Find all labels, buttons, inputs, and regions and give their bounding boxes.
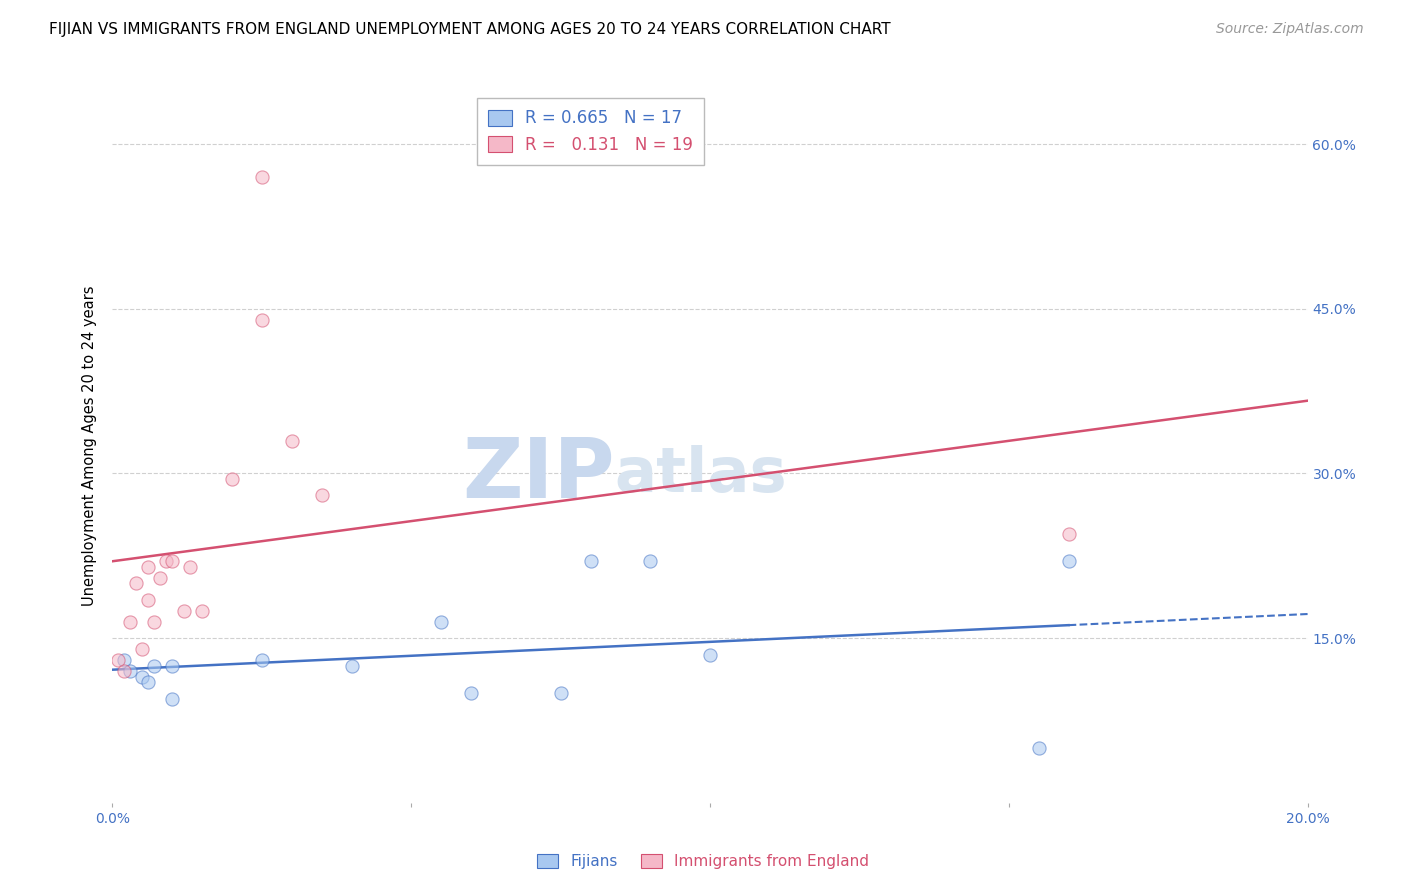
Point	[143, 658, 166, 673]
Point	[162, 658, 183, 673]
Point	[107, 653, 129, 667]
Point	[191, 604, 214, 618]
Point	[125, 576, 148, 591]
Point	[138, 675, 160, 690]
Legend: R = 0.665   N = 17, R =   0.131   N = 19: R = 0.665 N = 17, R = 0.131 N = 19	[477, 97, 704, 165]
Point	[550, 686, 572, 700]
Point	[699, 648, 721, 662]
Point	[1057, 554, 1080, 568]
Point	[138, 592, 160, 607]
Point	[250, 169, 273, 184]
Point	[281, 434, 304, 448]
Point	[162, 691, 183, 706]
Point	[114, 664, 135, 678]
Point	[149, 571, 172, 585]
Y-axis label: Unemployment Among Ages 20 to 24 years: Unemployment Among Ages 20 to 24 years	[82, 285, 97, 607]
Point	[120, 664, 142, 678]
Point	[162, 554, 183, 568]
Point	[173, 604, 195, 618]
Point	[114, 653, 135, 667]
Point	[131, 642, 153, 657]
Point	[250, 312, 273, 326]
Point	[579, 554, 602, 568]
Text: ZIP: ZIP	[463, 434, 614, 515]
Point	[460, 686, 482, 700]
Point	[340, 658, 363, 673]
Point	[138, 559, 160, 574]
Point	[250, 653, 273, 667]
Point	[221, 472, 243, 486]
Point	[131, 669, 153, 683]
Point	[120, 615, 142, 629]
Point	[143, 615, 166, 629]
Point	[640, 554, 662, 568]
Point	[1028, 740, 1050, 755]
Legend: Fijians, Immigrants from England: Fijians, Immigrants from England	[530, 847, 876, 875]
Point	[155, 554, 177, 568]
Text: Source: ZipAtlas.com: Source: ZipAtlas.com	[1216, 22, 1364, 37]
Point	[430, 615, 453, 629]
Point	[1057, 526, 1080, 541]
Text: atlas: atlas	[614, 444, 787, 505]
Point	[311, 488, 333, 502]
Text: FIJIAN VS IMMIGRANTS FROM ENGLAND UNEMPLOYMENT AMONG AGES 20 TO 24 YEARS CORRELA: FIJIAN VS IMMIGRANTS FROM ENGLAND UNEMPL…	[49, 22, 891, 37]
Point	[179, 559, 201, 574]
